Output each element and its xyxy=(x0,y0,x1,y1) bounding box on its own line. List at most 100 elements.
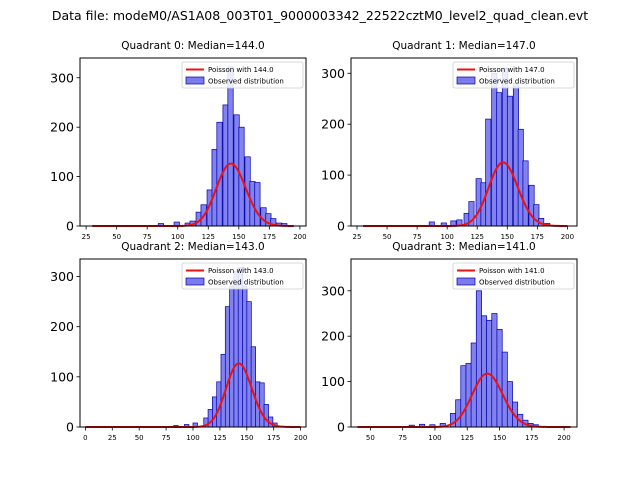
figure-title: Data file: modeM0/AS1A08_003T01_90000033… xyxy=(52,8,588,23)
panel-title: Quadrant 3: Median=141.0 xyxy=(392,241,535,253)
panel-title: Quadrant 2: Median=143.0 xyxy=(121,241,264,253)
histogram-bar xyxy=(233,271,239,428)
x-tick-label: 175 xyxy=(525,434,538,442)
y-tick-label: 200 xyxy=(321,329,345,344)
legend-observed-swatch xyxy=(185,76,205,85)
legend-observed-swatch xyxy=(185,277,205,286)
axes-frame xyxy=(350,57,578,227)
legend-poisson-label: Poisson with 147.0 xyxy=(479,66,545,74)
x-tick-label: 100 xyxy=(440,233,453,241)
histogram-bar xyxy=(496,329,503,428)
y-tick-label: 300 xyxy=(321,283,345,298)
x-tick-label: 100 xyxy=(171,233,184,241)
histogram-bar xyxy=(227,66,234,227)
histogram-bar xyxy=(475,290,482,428)
histogram-bar xyxy=(254,182,261,227)
y-tick-label: 100 xyxy=(321,168,345,183)
y-tick-label: 0 xyxy=(337,219,345,234)
x-tick-label: 0 xyxy=(83,434,87,442)
legend-frame xyxy=(452,61,575,89)
x-tick-label: 25 xyxy=(82,233,91,241)
x-tick-label: 25 xyxy=(353,233,362,241)
x-tick-label: 175 xyxy=(263,233,276,241)
histogram-bar xyxy=(224,306,231,428)
panel-quadrant-1: Quadrant 1: Median=147.0 25 50 75 100 125 150 1… xyxy=(321,40,578,241)
histogram-bar xyxy=(522,160,529,227)
histogram-bar xyxy=(465,363,472,428)
y-tick-label: 0 xyxy=(66,219,74,234)
y-tick-label: 300 xyxy=(321,66,345,81)
panel-quadrant-2: Quadrant 2: Median=143.0 0 25 50 75 100 125 150… xyxy=(50,241,307,442)
x-tick-label: 200 xyxy=(557,434,570,442)
x-tick-label: 150 xyxy=(240,434,253,442)
histogram-bar xyxy=(212,396,218,428)
x-tick-label: 75 xyxy=(413,233,422,241)
legend: Poisson with 144.0 Observed distribution xyxy=(181,61,304,89)
y-tick-label: 200 xyxy=(321,117,345,132)
x-tick-label: 75 xyxy=(398,434,407,442)
x-tick-label: 100 xyxy=(186,434,199,442)
y-tick-label: 200 xyxy=(50,319,74,334)
panel-title: Quadrant 1: Median=147.0 xyxy=(392,40,535,52)
histogram-bar xyxy=(501,351,508,428)
x-tick-label: 75 xyxy=(143,233,152,241)
panel-title: Quadrant 0: Median=144.0 xyxy=(121,40,264,52)
legend-frame xyxy=(452,262,575,290)
histogram-bar xyxy=(506,95,513,227)
y-tick-label: 100 xyxy=(50,369,74,384)
histogram-bar xyxy=(237,267,244,428)
legend: Poisson with 143.0 Observed distribution xyxy=(181,262,304,290)
x-tick-label: 150 xyxy=(493,434,506,442)
histogram-bar xyxy=(481,315,488,428)
x-tick-label: 150 xyxy=(501,233,514,241)
y-tick-label: 0 xyxy=(337,420,345,435)
legend-poisson-label: Poisson with 141.0 xyxy=(479,267,545,275)
axes-frame xyxy=(79,57,307,227)
y-tick-label: 100 xyxy=(50,169,74,184)
legend: Poisson with 147.0 Observed distribution xyxy=(452,61,575,89)
x-tick-label: 50 xyxy=(383,233,392,241)
histogram-bar xyxy=(460,365,467,428)
y-tick-label: 200 xyxy=(50,120,74,135)
x-tick-label: 200 xyxy=(561,233,574,241)
histogram-bar xyxy=(246,301,252,428)
legend-observed-label: Observed distribution xyxy=(208,279,284,287)
legend-poisson-label: Poisson with 144.0 xyxy=(208,66,274,74)
y-tick-label: 300 xyxy=(50,70,74,85)
histogram-bar xyxy=(470,342,477,428)
legend-observed-label: Observed distribution xyxy=(479,78,555,86)
x-tick-label: 125 xyxy=(202,233,215,241)
x-tick-label: 175 xyxy=(531,233,544,241)
legend-frame xyxy=(181,61,304,89)
y-tick-label: 300 xyxy=(50,269,74,284)
x-tick-label: 75 xyxy=(162,434,171,442)
legend-observed-label: Observed distribution xyxy=(208,78,284,86)
histogram-bar xyxy=(259,382,265,428)
x-tick-label: 100 xyxy=(428,434,441,442)
histogram-bar xyxy=(242,286,248,428)
x-tick-label: 25 xyxy=(108,434,117,442)
histogram-bar xyxy=(496,92,503,227)
legend-poisson-label: Poisson with 143.0 xyxy=(208,267,274,275)
legend-observed-swatch xyxy=(456,76,476,85)
legend: Poisson with 141.0 Observed distribution xyxy=(452,262,575,290)
histogram-bar xyxy=(455,399,462,428)
histogram-bar xyxy=(263,404,269,428)
x-tick-label: 200 xyxy=(294,434,307,442)
legend-observed-label: Observed distribution xyxy=(479,279,555,287)
x-tick-label: 150 xyxy=(232,233,245,241)
y-tick-label: 100 xyxy=(321,374,345,389)
histogram-bar xyxy=(491,313,498,428)
histogram-bar xyxy=(485,118,492,227)
legend-observed-swatch xyxy=(456,277,476,286)
panel-quadrant-3: Quadrant 3: Median=141.0 50 75 100 125 150 175… xyxy=(321,241,578,442)
x-tick-label: 50 xyxy=(135,434,144,442)
x-tick-label: 125 xyxy=(213,434,226,442)
histogram-bar xyxy=(229,286,235,428)
x-tick-label: 125 xyxy=(461,434,474,442)
y-tick-label: 0 xyxy=(66,420,74,435)
x-tick-label: 175 xyxy=(267,434,280,442)
panel-quadrant-0: Quadrant 0: Median=144.0 25 50 75 100 125 150 1… xyxy=(50,40,306,241)
legend-frame xyxy=(181,262,304,290)
